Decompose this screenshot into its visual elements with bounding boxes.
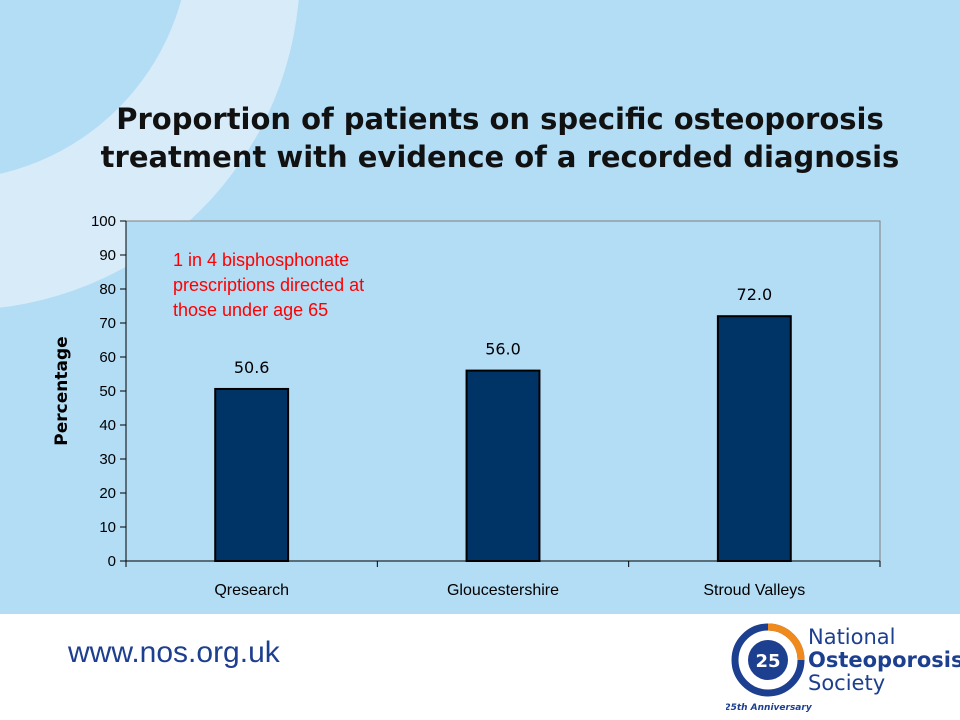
logo-line-3: Society	[808, 671, 886, 695]
title-line-2: treatment with evidence of a recorded di…	[100, 140, 900, 174]
y-tick-label: 60	[99, 349, 116, 366]
bar-chart: 0 10 20 30 40 50 60 70 80 90 100 50.6 Qresearch 56.0 G…	[52, 213, 881, 599]
x-category-label: Gloucestershire	[447, 582, 559, 599]
bar-value-label: 50.6	[234, 358, 270, 377]
bar	[716, 315, 792, 563]
y-tick-label: 50	[99, 383, 116, 400]
y-axis-label: Percentage	[52, 336, 72, 445]
bar	[465, 369, 541, 562]
y-tick-label: 10	[99, 519, 116, 536]
y-tick-label: 30	[99, 451, 116, 468]
nos-logo-icon: 25 25th Anniversary	[726, 623, 813, 713]
y-tick-label: 90	[99, 247, 116, 264]
bar-value-label: 72.0	[737, 285, 773, 304]
annotation-line: 1 in 4 bisphosphonate	[173, 250, 349, 270]
slide-title: Proportion of patients on specific osteo…	[100, 100, 900, 176]
annotation-line: prescriptions directed at	[173, 275, 364, 295]
y-tick-label: 70	[99, 315, 116, 332]
y-tick-label: 80	[99, 281, 116, 298]
annotation-line: those under age 65	[173, 300, 328, 320]
y-tick-label: 0	[108, 553, 116, 570]
website-link[interactable]: www.nos.org.uk	[68, 636, 280, 669]
logo-badge-number: 25	[755, 651, 780, 672]
y-tick-label: 40	[99, 417, 116, 434]
x-category-label: Qresearch	[214, 582, 289, 599]
x-category-label: Stroud Valleys	[703, 582, 805, 599]
logo-line-1: National	[808, 625, 896, 649]
logo-line-2: Osteoporosis	[808, 648, 960, 672]
bar	[214, 387, 290, 562]
bar-value-label: 56.0	[485, 340, 521, 359]
logo-text: National Osteoporosis Society	[808, 626, 960, 695]
y-tick-label: 100	[91, 213, 116, 230]
logo-badge-caption: 25th Anniversary	[726, 703, 813, 713]
title-line-1: Proportion of patients on specific osteo…	[116, 102, 884, 136]
y-tick-label: 20	[99, 485, 116, 502]
